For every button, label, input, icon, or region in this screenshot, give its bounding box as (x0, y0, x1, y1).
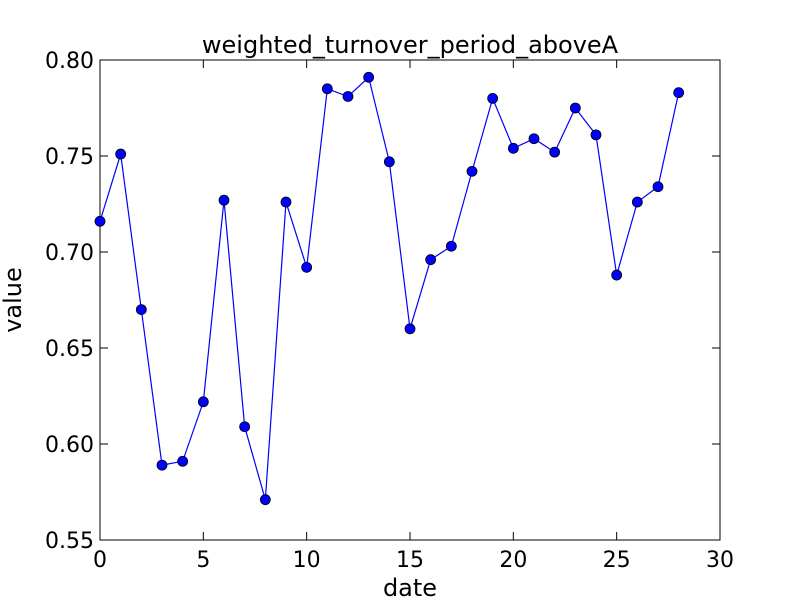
data-point (528, 133, 540, 145)
data-point (425, 254, 437, 266)
y-tick-label: 0.60 (45, 433, 94, 458)
x-tick-label: 5 (196, 548, 210, 573)
data-point (404, 323, 416, 335)
series-group (94, 71, 685, 506)
data-point (487, 93, 499, 104)
data-point (197, 396, 209, 408)
y-tick-label: 0.55 (45, 529, 94, 554)
data-point (507, 142, 519, 154)
data-point (156, 459, 168, 471)
data-point (445, 240, 457, 252)
data-point (301, 261, 313, 273)
x-tick-label: 10 (293, 548, 321, 573)
data-point (673, 87, 685, 99)
x-tick-label: 25 (603, 548, 631, 573)
data-point (363, 71, 375, 83)
plot-area-frame (99, 59, 721, 541)
data-point (94, 215, 106, 227)
y-tick-label: 0.70 (45, 241, 94, 266)
data-point (342, 91, 354, 102)
x-axis-label: date (383, 574, 437, 600)
ticks-group: 0 5 10 15 20 25 30 0.55 0.60 0.65 0.70 0.75 0.80 (45, 49, 734, 573)
data-point (652, 181, 664, 193)
chart-title: weighted_turnover_period_aboveA (202, 31, 619, 59)
y-tick-label: 0.65 (45, 337, 94, 362)
data-point (631, 196, 643, 208)
data-point (239, 421, 251, 433)
data-point (280, 196, 292, 208)
y-tick-label: 0.80 (45, 49, 94, 74)
x-tick-label: 30 (706, 548, 734, 573)
data-point (218, 194, 230, 206)
x-tick-label: 0 (93, 548, 107, 573)
data-point (383, 156, 395, 168)
data-point (549, 146, 561, 158)
x-tick-label: 15 (396, 548, 424, 573)
data-point (259, 494, 271, 506)
data-point (177, 455, 189, 467)
data-point (611, 269, 623, 281)
data-point (590, 129, 602, 141)
y-tick-label: 0.75 (45, 145, 94, 170)
data-point (135, 304, 147, 316)
x-tick-label: 20 (499, 548, 527, 573)
data-point (115, 148, 127, 160)
data-point (321, 83, 333, 95)
y-axis-label: value (0, 267, 27, 333)
data-point (466, 165, 478, 177)
data-point (569, 102, 581, 114)
